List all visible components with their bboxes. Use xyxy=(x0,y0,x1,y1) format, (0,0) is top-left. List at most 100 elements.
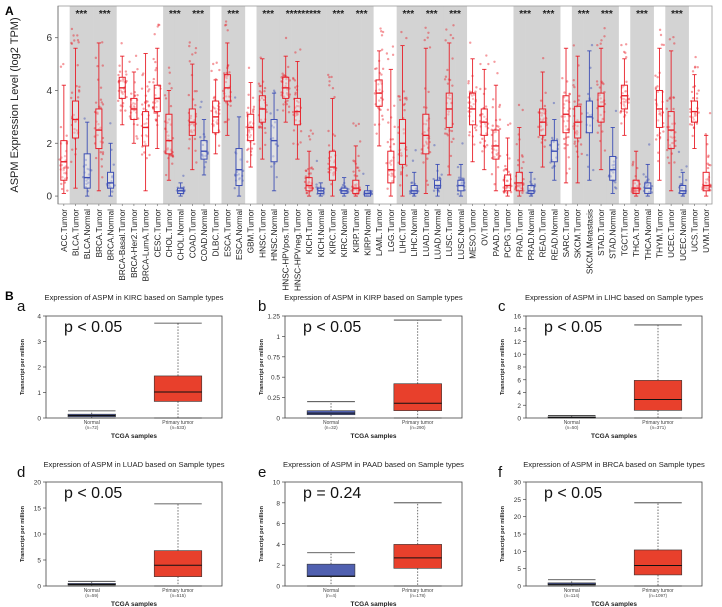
data-point xyxy=(697,111,700,114)
box-normal xyxy=(306,552,356,587)
data-point xyxy=(654,86,658,89)
data-point xyxy=(424,123,428,126)
data-point xyxy=(201,155,205,158)
data-point xyxy=(599,113,602,117)
data-point xyxy=(329,155,333,159)
box xyxy=(492,129,500,160)
shade-band xyxy=(595,6,608,204)
data-point xyxy=(258,90,262,93)
y-tick-label: 2 xyxy=(37,365,41,372)
data-point xyxy=(400,171,403,174)
data-point xyxy=(247,129,251,133)
data-point xyxy=(426,157,429,160)
data-point xyxy=(635,189,638,192)
data-point xyxy=(142,107,145,110)
data-point xyxy=(402,103,405,107)
data-point xyxy=(672,96,676,99)
data-point xyxy=(392,142,396,146)
data-point xyxy=(568,167,571,170)
data-point xyxy=(257,125,261,128)
data-point xyxy=(199,106,202,109)
data-point xyxy=(695,92,699,95)
x-tick-label: THYM.Tumor xyxy=(655,209,664,258)
data-point xyxy=(332,172,335,175)
data-point xyxy=(457,176,461,179)
data-point xyxy=(399,173,403,176)
significance-stars: *** xyxy=(356,9,368,20)
data-point xyxy=(586,165,590,168)
data-point xyxy=(398,98,402,102)
significance-stars: *** xyxy=(601,9,613,20)
data-point xyxy=(145,117,149,121)
y-tick-label: 5 xyxy=(517,566,521,573)
data-point xyxy=(225,76,228,80)
sample-count: (n=59) xyxy=(85,593,99,598)
box xyxy=(504,174,512,192)
data-point xyxy=(74,120,77,123)
significance-stars: *** xyxy=(578,9,590,20)
x-tick-label: PAAD.Tumor xyxy=(492,209,501,257)
data-point xyxy=(648,143,651,146)
subplot-b: b Expression of ASPM in KIRP based on Sam… xyxy=(258,293,463,440)
data-point xyxy=(576,124,579,128)
category-chol-tumor xyxy=(163,66,175,181)
data-point xyxy=(262,98,266,102)
data-point xyxy=(305,191,308,195)
data-point xyxy=(402,90,406,93)
data-point xyxy=(572,107,575,111)
data-point xyxy=(304,175,308,178)
x-tick-label: DLBC.Tumor xyxy=(212,209,221,257)
data-point xyxy=(386,140,390,144)
y-tick-label: 4 xyxy=(276,542,280,549)
data-point xyxy=(633,190,636,193)
data-point xyxy=(154,60,157,64)
data-point xyxy=(563,91,566,94)
data-point xyxy=(611,164,614,167)
data-point xyxy=(706,143,709,146)
box xyxy=(352,179,360,194)
box xyxy=(165,113,173,155)
data-point xyxy=(168,71,171,74)
data-point xyxy=(619,111,622,114)
data-point xyxy=(119,79,123,82)
data-point xyxy=(485,143,489,147)
data-point xyxy=(137,117,140,120)
shade-band xyxy=(69,6,82,204)
data-point xyxy=(573,140,577,143)
data-point xyxy=(402,132,406,135)
x-tick-label: THCA.Normal xyxy=(644,209,653,260)
data-point xyxy=(469,41,472,44)
box xyxy=(142,111,150,147)
data-point xyxy=(272,155,275,158)
box xyxy=(107,171,115,189)
data-point xyxy=(60,187,64,191)
data-point xyxy=(247,93,250,97)
significance-stars: *** xyxy=(76,9,88,20)
data-point xyxy=(305,169,308,173)
data-point xyxy=(188,44,191,48)
category-read-tumor xyxy=(537,56,548,168)
y-tick-label: 1 xyxy=(276,334,280,341)
box xyxy=(235,148,243,187)
data-point xyxy=(101,41,104,44)
shade-band xyxy=(630,6,643,204)
data-point xyxy=(385,52,389,55)
data-point xyxy=(516,163,520,167)
data-point xyxy=(566,99,569,102)
x-tick-label: LUAD.Tumor xyxy=(422,209,431,257)
data-point xyxy=(596,43,599,47)
data-point xyxy=(483,115,486,119)
data-point xyxy=(659,114,663,117)
data-point xyxy=(650,191,654,194)
category-prad-tumor xyxy=(513,103,525,197)
data-point xyxy=(170,87,173,90)
y-tick-label: 1.25 xyxy=(267,314,280,321)
y-tick-label: 2 xyxy=(517,403,521,410)
data-point xyxy=(693,65,697,69)
data-point xyxy=(684,178,688,182)
data-point xyxy=(151,106,155,109)
data-point xyxy=(631,164,634,167)
panel-b-charts: a Expression of ASPM in KIRC based on Sam… xyxy=(17,293,705,607)
data-point xyxy=(245,125,248,129)
plot-frame xyxy=(284,481,463,587)
